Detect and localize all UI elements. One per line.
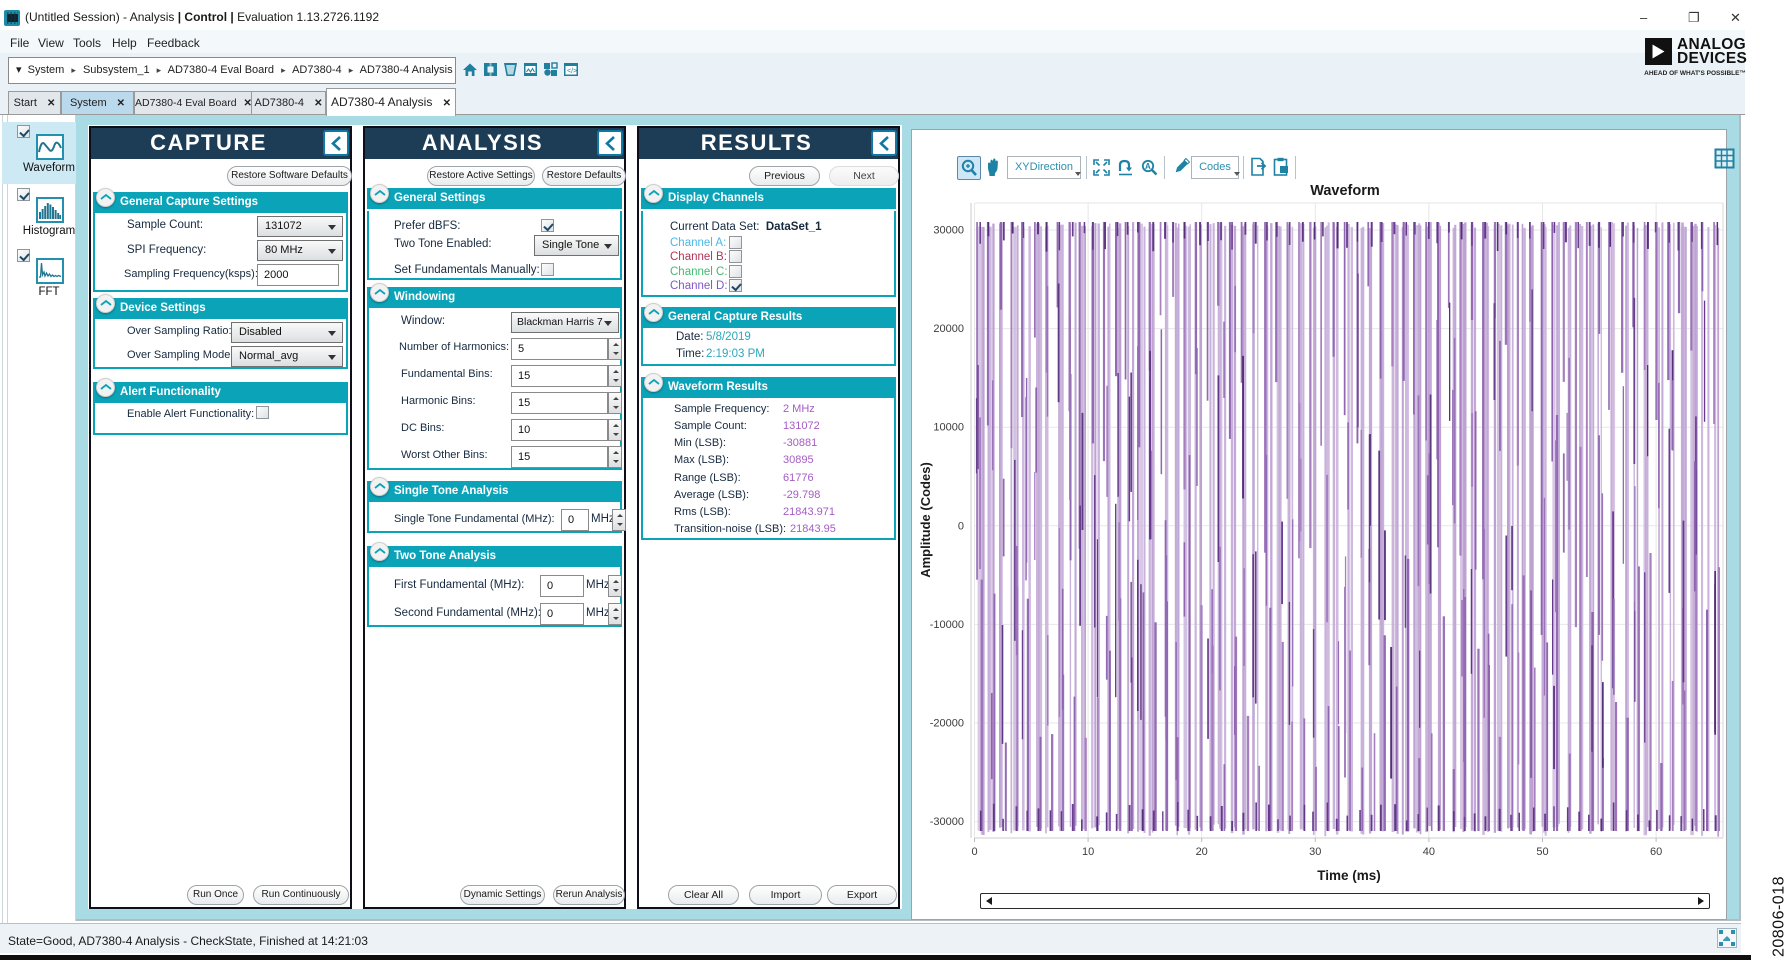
- svg-text:20000: 20000: [933, 323, 964, 335]
- svg-text:</>: </>: [567, 68, 577, 75]
- svg-text:A: A: [1145, 162, 1151, 171]
- svg-text:10000: 10000: [933, 422, 964, 434]
- svg-text:0: 0: [971, 846, 977, 858]
- svg-text:20: 20: [1196, 846, 1208, 858]
- svg-text:-20000: -20000: [930, 718, 964, 730]
- svg-text:-10000: -10000: [930, 619, 964, 631]
- svg-text:Amplitude (Codes): Amplitude (Codes): [918, 462, 933, 578]
- svg-text:10: 10: [1082, 846, 1094, 858]
- svg-text:-30000: -30000: [930, 816, 964, 828]
- svg-text:Time (ms): Time (ms): [1317, 868, 1381, 883]
- svg-text:40: 40: [1423, 846, 1435, 858]
- svg-text:30: 30: [1309, 846, 1321, 858]
- svg-text:30000: 30000: [933, 225, 964, 237]
- svg-text:60: 60: [1650, 846, 1662, 858]
- svg-text:50: 50: [1536, 846, 1548, 858]
- svg-text:0: 0: [958, 520, 964, 532]
